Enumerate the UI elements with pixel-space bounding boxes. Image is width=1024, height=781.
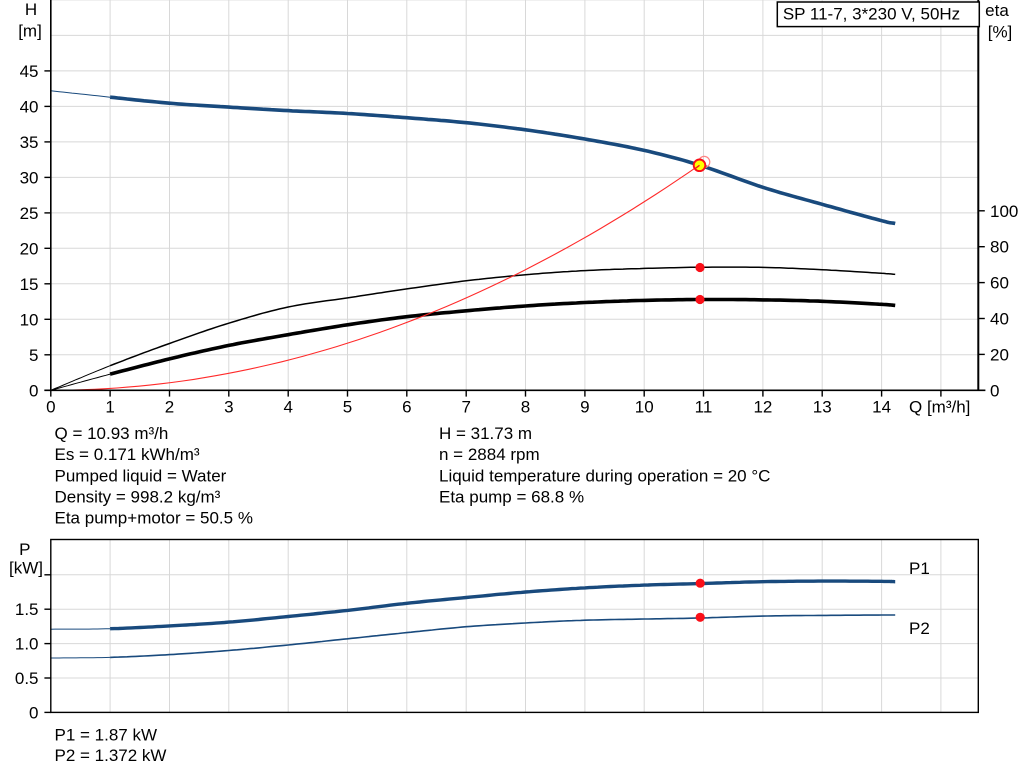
svg-text:7: 7: [461, 398, 470, 417]
svg-text:5: 5: [29, 346, 38, 365]
svg-text:12: 12: [753, 398, 772, 417]
svg-text:35: 35: [20, 133, 39, 152]
svg-text:SP 11-7, 3*230 V, 50Hz: SP 11-7, 3*230 V, 50Hz: [783, 5, 960, 24]
svg-text:[kW]: [kW]: [9, 559, 43, 578]
svg-text:40: 40: [990, 310, 1009, 329]
svg-text:40: 40: [20, 97, 39, 116]
svg-text:Density = 998.2 kg/m³: Density = 998.2 kg/m³: [55, 488, 221, 507]
svg-text:P1: P1: [909, 559, 930, 578]
svg-text:[m]: [m]: [18, 22, 42, 41]
svg-text:0: 0: [29, 381, 38, 400]
svg-text:30: 30: [20, 168, 39, 187]
svg-text:Pumped liquid = Water: Pumped liquid = Water: [55, 466, 227, 485]
svg-text:10: 10: [635, 398, 654, 417]
svg-text:6: 6: [402, 398, 411, 417]
svg-text:P2: P2: [909, 619, 930, 638]
svg-text:45: 45: [20, 62, 39, 81]
svg-text:3: 3: [224, 398, 233, 417]
svg-text:15: 15: [20, 275, 39, 294]
svg-text:0: 0: [46, 398, 55, 417]
svg-text:0: 0: [990, 381, 999, 400]
svg-text:5: 5: [343, 398, 352, 417]
svg-text:Liquid temperature during oper: Liquid temperature during operation = 20…: [439, 466, 770, 485]
svg-text:8: 8: [521, 398, 530, 417]
svg-text:Es = 0.171 kWh/m³: Es = 0.171 kWh/m³: [55, 445, 200, 464]
svg-text:Q [m³/h]: Q [m³/h]: [909, 398, 970, 417]
svg-text:1.0: 1.0: [15, 635, 39, 654]
svg-text:Q = 10.93 m³/h: Q = 10.93 m³/h: [55, 424, 169, 443]
svg-text:80: 80: [990, 238, 1009, 257]
svg-text:2: 2: [165, 398, 174, 417]
svg-text:9: 9: [580, 398, 589, 417]
svg-text:P1 = 1.87 kW: P1 = 1.87 kW: [55, 726, 158, 745]
svg-text:20: 20: [20, 239, 39, 258]
svg-text:H = 31.73 m: H = 31.73 m: [439, 424, 532, 443]
svg-text:20: 20: [990, 345, 1009, 364]
svg-text:0.5: 0.5: [15, 669, 39, 688]
svg-text:0: 0: [29, 703, 38, 722]
svg-text:1: 1: [105, 398, 114, 417]
svg-text:[%]: [%]: [988, 23, 1013, 42]
svg-text:H: H: [25, 0, 37, 19]
svg-text:n = 2884 rpm: n = 2884 rpm: [439, 445, 540, 464]
svg-text:11: 11: [695, 398, 713, 417]
svg-text:eta: eta: [985, 1, 1009, 20]
svg-text:P2 = 1.372 kW: P2 = 1.372 kW: [55, 746, 167, 765]
svg-text:P: P: [19, 540, 30, 559]
svg-text:13: 13: [813, 398, 832, 417]
svg-text:1.5: 1.5: [15, 600, 39, 619]
svg-text:14: 14: [872, 398, 891, 417]
svg-text:4: 4: [283, 398, 292, 417]
svg-text:10: 10: [20, 310, 39, 329]
svg-text:Eta pump = 68.8 %: Eta pump = 68.8 %: [439, 488, 584, 507]
svg-text:25: 25: [20, 204, 39, 223]
svg-text:Eta pump+motor = 50.5 %: Eta pump+motor = 50.5 %: [55, 509, 253, 528]
svg-text:60: 60: [990, 274, 1009, 293]
svg-text:100: 100: [990, 202, 1018, 221]
